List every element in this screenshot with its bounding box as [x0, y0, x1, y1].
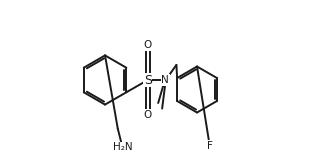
Text: F: F	[207, 141, 213, 151]
Text: N: N	[162, 75, 169, 85]
Text: H₂N: H₂N	[113, 142, 132, 152]
Text: S: S	[144, 73, 152, 87]
Text: O: O	[144, 110, 152, 120]
Text: O: O	[144, 40, 152, 50]
